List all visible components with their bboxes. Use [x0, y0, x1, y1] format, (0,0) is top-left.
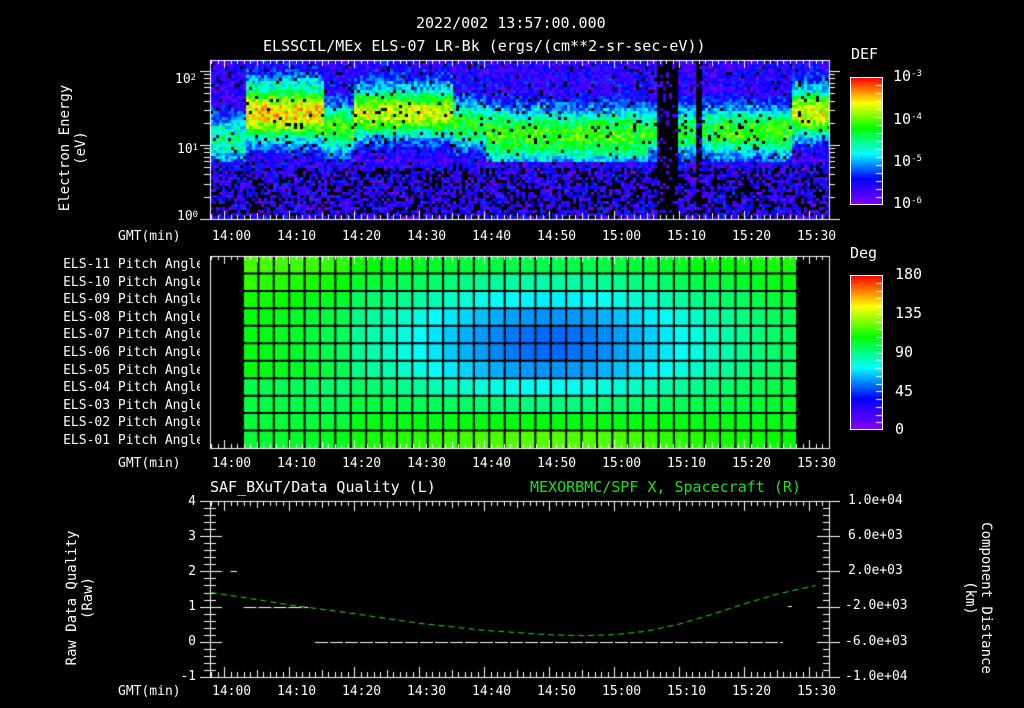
quality-right-tick: 6.0e+03	[848, 528, 903, 543]
quality-left-tick: 0	[188, 634, 196, 649]
spectrogram-ytick-100: 102	[175, 72, 197, 87]
quality-right-tick: 2.0e+03	[848, 563, 903, 578]
deg-colorbar-ticks	[871, 275, 883, 430]
def-colorbar-tick-1e-3: 10-3	[893, 67, 922, 85]
quality-right-ylabel-text: Component Distance	[978, 522, 994, 674]
xtick-label: 15:00	[602, 684, 642, 699]
xtick-label: 15:00	[602, 229, 642, 244]
xtick-label: 14:10	[277, 684, 317, 699]
xtick-label: 14:10	[277, 229, 317, 244]
quality-right-tick: -1.0e+04	[845, 669, 908, 684]
xtick-label: 15:30	[797, 229, 837, 244]
pitch-row-label: ELS-01 Pitch Angle	[63, 433, 204, 448]
quality-right-tick: -2.0e+03	[845, 598, 908, 613]
xtick-label: 14:20	[342, 684, 382, 699]
spectrogram-xaxis-label: GMT(min)	[118, 229, 181, 244]
quality-left-ylabel-text: Raw Data Quality	[64, 530, 80, 666]
quality-plot[interactable]	[200, 495, 840, 685]
xtick-label: 15:30	[797, 684, 837, 699]
xtick-label: 15:20	[732, 229, 772, 244]
def-colorbar-tick-1e-4: 10-4	[893, 110, 922, 128]
deg-colorbar-tick-135: 135	[895, 304, 923, 322]
pitch-row-label: ELS-08 Pitch Angle	[63, 309, 204, 325]
plot-title: ELSSCIL/MEx ELS-07 LR-Bk (ergs/(cm**2-sr…	[263, 37, 706, 55]
pitch-row-label: ELS-04 Pitch Angle	[63, 380, 204, 396]
def-colorbar-ticks	[871, 77, 883, 205]
def-colorbar-label: DEF	[851, 45, 879, 63]
def-colorbar-tick-1e-5: 10-5	[893, 152, 922, 170]
pitch-row-label: ELS-02 Pitch Angle	[63, 415, 204, 431]
xtick-label: 14:50	[537, 456, 577, 471]
pitch-row-label: ELS-07 Pitch Angle	[63, 327, 204, 343]
xtick-label: 15:20	[732, 684, 772, 699]
quality-left-tick: 2	[188, 564, 196, 579]
pitch-row-label: ELS-10 Pitch Angle	[63, 274, 204, 290]
pitch-angle-plot[interactable]	[200, 252, 840, 452]
xtick-label: 14:50	[537, 229, 577, 244]
xtick-label: 14:40	[472, 684, 512, 699]
spectrogram-ylabel-text: Electron Energy	[57, 84, 73, 212]
xtick-label: 15:10	[667, 456, 707, 471]
quality-right-ylabel: Component Distance (km)	[962, 513, 994, 683]
pitch-row-label: ELS-09 Pitch Angle	[63, 292, 204, 308]
xtick-label: 15:20	[732, 456, 772, 471]
pitch-xaxis-label: GMT(min)	[118, 456, 181, 471]
xtick-label: 15:00	[602, 456, 642, 471]
xtick-label: 14:30	[407, 684, 447, 699]
spectrogram-ylabel: Electron Energy (eV)	[57, 83, 89, 213]
xtick-label: 15:10	[667, 684, 707, 699]
quality-right-tick: 1.0e+04	[848, 493, 903, 508]
xtick-label: 14:20	[342, 229, 382, 244]
xtick-label: 14:00	[212, 456, 252, 471]
quality-left-tick: -1	[180, 669, 196, 684]
quality-right-title: MEXORBMC/SPF X, Spacecraft (R)	[530, 478, 801, 496]
spectrogram-axes	[200, 55, 840, 230]
quality-left-tick: 1	[188, 599, 196, 614]
plot-timestamp: 2022/002 13:57:00.000	[416, 14, 606, 32]
xtick-label: 15:30	[797, 456, 837, 471]
xtick-label: 14:50	[537, 684, 577, 699]
quality-right-yunit: (km)	[962, 581, 978, 615]
xtick-label: 14:40	[472, 229, 512, 244]
deg-colorbar-tick-0: 0	[895, 420, 905, 438]
deg-colorbar-tick-45: 45	[895, 382, 914, 400]
pitch-row-label: ELS-06 Pitch Angle	[63, 345, 204, 360]
xtick-label: 14:20	[342, 456, 382, 471]
xtick-label: 14:10	[277, 456, 317, 471]
pitch-row-label: ELS-03 Pitch Angle	[63, 397, 204, 413]
xtick-label: 14:00	[212, 684, 252, 699]
xtick-label: 14:30	[407, 229, 447, 244]
xtick-label: 14:40	[472, 456, 512, 471]
deg-colorbar-tick-90: 90	[895, 343, 914, 361]
quality-left-tick: 4	[188, 494, 196, 509]
quality-left-ylabel: Raw Data Quality (Raw)	[64, 528, 96, 668]
spectrogram-ytick-10: 101	[177, 142, 199, 157]
deg-colorbar-tick-180: 180	[895, 265, 923, 283]
quality-left-title: SAF_BXuT/Data Quality (L)	[210, 478, 436, 496]
quality-left-tick: 3	[188, 529, 196, 544]
spectrogram-yunit: (eV)	[73, 131, 89, 165]
deg-colorbar-label: Deg	[850, 244, 878, 262]
xtick-label: 15:10	[667, 229, 707, 244]
def-colorbar-tick-1e-6: 10-6	[893, 194, 922, 212]
quality-right-tick: -6.0e+03	[845, 634, 908, 649]
xtick-label: 14:00	[212, 229, 252, 244]
quality-left-yunit: (Raw)	[80, 576, 96, 620]
pitch-row-label: ELS-05 Pitch Angle	[63, 362, 204, 378]
quality-xaxis-label: GMT(min)	[118, 684, 181, 699]
xtick-label: 14:30	[407, 456, 447, 471]
pitch-row-label: ELS-11 Pitch Angle	[63, 257, 204, 272]
spectrogram-ytick-1: 100	[177, 209, 199, 224]
